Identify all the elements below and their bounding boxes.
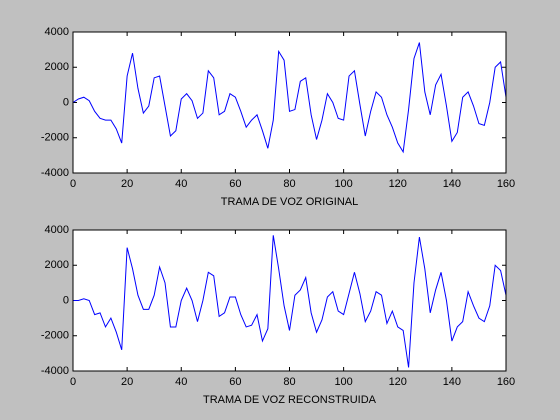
y-tick-label: -2000 <box>41 132 69 144</box>
y-tick-label: -2000 <box>41 330 69 342</box>
x-tick-label: 40 <box>175 178 187 190</box>
x-tick-label: 0 <box>70 178 76 190</box>
plot-area <box>73 32 506 173</box>
x-tick-label: 120 <box>389 178 407 190</box>
y-tick-label: 0 <box>63 96 69 108</box>
data-line <box>73 235 507 368</box>
axes-border <box>72 31 507 174</box>
y-tick-label: 0 <box>63 294 69 306</box>
x-tick-label: 140 <box>443 376 461 388</box>
plot-area <box>73 230 506 371</box>
y-tick-label: 2000 <box>45 259 69 271</box>
x-tick-label: 20 <box>121 178 133 190</box>
x-tick-label: 100 <box>334 178 352 190</box>
y-tick-label: -4000 <box>41 167 69 179</box>
x-tick-label: 40 <box>175 376 187 388</box>
axes-border <box>72 229 507 372</box>
x-tick-label: 160 <box>497 178 515 190</box>
y-tick-label: -4000 <box>41 365 69 377</box>
y-tick-label: 2000 <box>45 61 69 73</box>
x-tick-label: 60 <box>229 376 241 388</box>
x-tick-label: 80 <box>283 376 295 388</box>
y-tick-label: 4000 <box>45 224 69 236</box>
x-axis-label: TRAMA DE VOZ RECONSTRUIDA <box>203 394 377 406</box>
x-tick-label: 0 <box>70 376 76 388</box>
x-tick-label: 100 <box>334 376 352 388</box>
x-tick-label: 120 <box>389 376 407 388</box>
x-tick-label: 20 <box>121 376 133 388</box>
x-axis-label: TRAMA DE VOZ ORIGINAL <box>221 196 359 208</box>
x-tick-label: 140 <box>443 178 461 190</box>
y-tick-label: 4000 <box>45 26 69 38</box>
x-tick-label: 160 <box>497 376 515 388</box>
x-tick-label: 80 <box>283 178 295 190</box>
data-line <box>72 42 507 154</box>
x-tick-label: 60 <box>229 178 241 190</box>
